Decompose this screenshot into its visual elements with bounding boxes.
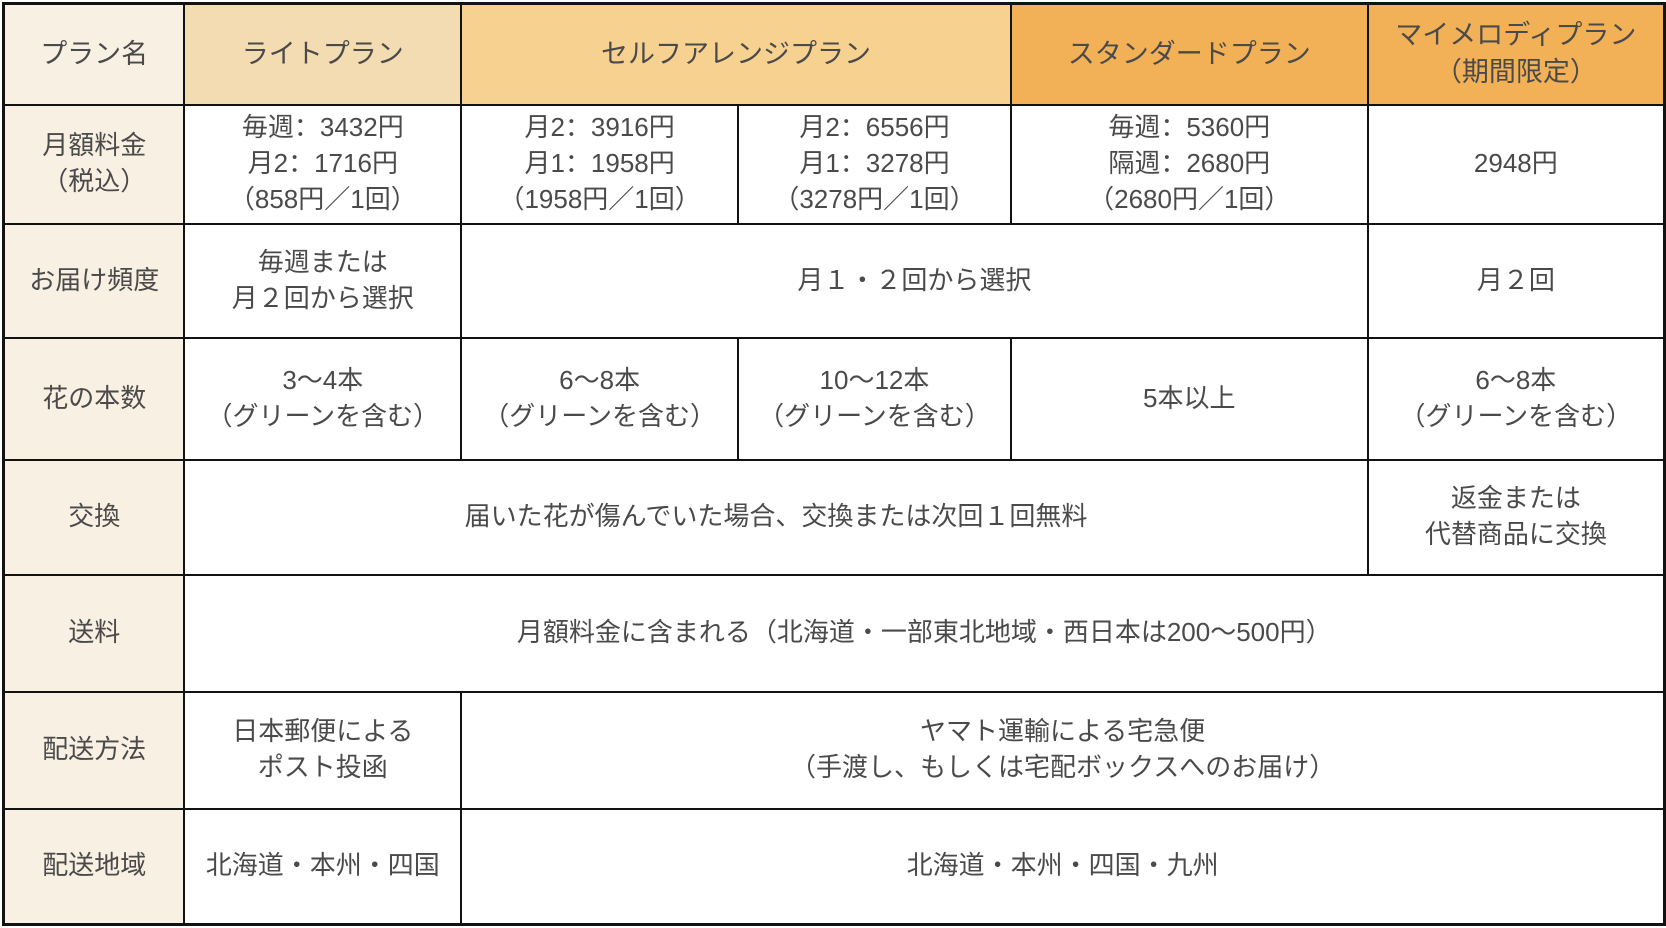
cell-delivery-area-2: 北海道・本州・四国・九州 xyxy=(460,807,1666,926)
row-shipping-fee: 送料 月額料金に含まれる（北海道・一部東北地域・西日本は200〜500円） xyxy=(2,573,1666,693)
row-delivery-frequency: お届け頻度 毎週または 月２回から選択 月１・２回から選択 月２回 xyxy=(2,222,1666,339)
cell-delivery-frequency-1: 毎週または 月２回から選択 xyxy=(183,222,463,339)
cell-shipping-fee-1: 月額料金に含まれる（北海道・一部東北地域・西日本は200〜500円） xyxy=(183,573,1666,693)
row-delivery-area: 配送地域 北海道・本州・四国 北海道・本州・四国・九州 xyxy=(2,807,1666,926)
row-label-exchange: 交換 xyxy=(2,458,186,576)
corner-cell-plan-name: プラン名 xyxy=(2,2,186,106)
row-label-shipping-fee: 送料 xyxy=(2,573,186,693)
cell-exchange-2: 返金または 代替商品に交換 xyxy=(1366,458,1666,576)
cell-flower-count-2: 6〜8本 （グリーンを含む） xyxy=(460,336,740,461)
row-label-delivery-frequency: お届け頻度 xyxy=(2,222,186,339)
cell-monthly-fee-3: 月2：6556円 月1：3278円 （3278円／1回） xyxy=(737,103,1012,225)
plan-header-light-plan: ライトプラン xyxy=(183,2,463,106)
cell-delivery-frequency-3: 月２回 xyxy=(1366,222,1666,339)
cell-delivery-area-1: 北海道・本州・四国 xyxy=(183,807,463,926)
cell-delivery-method-2: ヤマト運輸による宅急便 （手渡し、もしくは宅配ボックスへのお届け） xyxy=(460,690,1666,810)
plan-header-my-melody-plan: マイメロディプラン （期間限定） xyxy=(1366,2,1666,106)
cell-monthly-fee-4: 毎週：5360円 隔週：2680円 （2680円／1回） xyxy=(1009,103,1369,225)
row-label-monthly-fee: 月額料金 （税込） xyxy=(2,103,186,225)
cell-exchange-1: 届いた花が傷んでいた場合、交換または次回１回無料 xyxy=(183,458,1369,576)
row-label-delivery-method: 配送方法 xyxy=(2,690,186,810)
cell-monthly-fee-2: 月2：3916円 月1：1958円 （1958円／1回） xyxy=(460,103,740,225)
row-label-delivery-area: 配送地域 xyxy=(2,807,186,926)
cell-flower-count-3: 10〜12本 （グリーンを含む） xyxy=(737,336,1012,461)
row-delivery-method: 配送方法 日本郵便による ポスト投函 ヤマト運輸による宅急便 （手渡し、もしくは宅配ボッ… xyxy=(2,690,1666,810)
cell-delivery-method-1: 日本郵便による ポスト投函 xyxy=(183,690,463,810)
row-monthly-fee: 月額料金 （税込） 毎週：3432円 月2：1716円 （858円／1回） 月2：3916… xyxy=(2,103,1666,225)
cell-monthly-fee-1: 毎週：3432円 月2：1716円 （858円／1回） xyxy=(183,103,463,225)
plan-header-standard-plan: スタンダードプラン xyxy=(1009,2,1369,106)
cell-flower-count-1: 3〜4本 （グリーンを含む） xyxy=(183,336,463,461)
table-header: プラン名 ライトプラン セルフアレンジプラン スタンダードプラン マイメロディプラン （期… xyxy=(2,2,1666,106)
row-label-flower-count: 花の本数 xyxy=(2,336,186,461)
header-row: プラン名 ライトプラン セルフアレンジプラン スタンダードプラン マイメロディプラン （期… xyxy=(2,2,1666,106)
cell-flower-count-4: 5本以上 xyxy=(1009,336,1369,461)
cell-flower-count-5: 6〜8本 （グリーンを含む） xyxy=(1366,336,1666,461)
row-flower-count: 花の本数 3〜4本 （グリーンを含む） 6〜8本 （グリーンを含む） 10〜12本 （グリー… xyxy=(2,336,1666,461)
plan-header-self-arrange-plan: セルフアレンジプラン xyxy=(460,2,1012,106)
row-exchange: 交換 届いた花が傷んでいた場合、交換または次回１回無料 返金または 代替商品に交換 xyxy=(2,458,1666,576)
cell-delivery-frequency-2: 月１・２回から選択 xyxy=(460,222,1369,339)
table-body: 月額料金 （税込） 毎週：3432円 月2：1716円 （858円／1回） 月2：3916… xyxy=(2,103,1666,926)
cell-monthly-fee-5: 2948円 xyxy=(1366,103,1666,225)
